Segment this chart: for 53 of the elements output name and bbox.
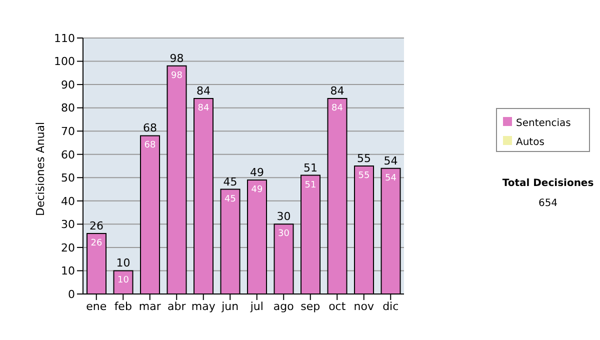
data-label: 55 [358,171,370,181]
total-label: 84 [196,84,211,98]
y-tick-label: 70 [61,124,75,138]
total-label: 98 [170,52,184,65]
y-tick-label: 110 [54,32,75,45]
total-label: 55 [357,152,372,165]
data-label: 68 [144,140,156,151]
y-tick-label: 100 [54,55,75,68]
total-label: 84 [330,84,344,98]
y-tick-label: 10 [61,264,75,278]
data-label: 49 [251,184,264,195]
total-label: 10 [116,256,130,270]
data-label: 84 [332,104,344,114]
y-tick-label: 30 [61,218,75,232]
data-label: 45 [224,194,236,204]
legend-label: Sentencias [516,118,571,129]
total-label: 54 [384,154,398,168]
y-tick-label: 80 [61,102,75,115]
y-axis-title: Decisiones Anual [34,122,47,216]
total-label: 68 [143,122,158,135]
x-tick-label: abr [168,300,186,313]
y-tick-label: 60 [61,148,75,162]
data-label: 54 [385,173,397,184]
y-tick-label: 90 [61,78,75,92]
x-tick-label: mar [138,300,162,313]
x-tick-label: ago [273,300,294,313]
data-label: 51 [304,180,316,190]
x-tick-label: may [191,300,216,313]
data-label: 98 [171,70,183,81]
y-tick-label: 50 [61,172,75,185]
y-tick-label: 40 [61,194,75,208]
x-tick-label: nov [354,300,374,313]
y-tick-label: 20 [61,241,75,254]
x-tick-label: oct [328,300,346,313]
data-label: 84 [198,104,210,114]
x-tick-label: dic [382,300,399,313]
total-label: 51 [304,161,318,174]
text: 654 [537,198,559,209]
data-label: 10 [118,276,130,286]
data-label: 26 [90,238,103,248]
legend-label: Autos [516,137,544,148]
y-tick-label: 0 [68,288,75,301]
data-label: 30 [278,229,290,240]
total-label: 26 [90,219,104,232]
x-tick-label: sep [300,300,320,313]
total-label: 49 [250,166,264,179]
text: Total Decisiones [501,178,595,189]
total-label: 30 [276,210,291,224]
x-tick-label: jun [220,300,239,313]
x-tick-label: jul [249,300,264,313]
x-tick-label: feb [114,300,132,313]
x-tick-label: ene [86,300,107,313]
total-label: 45 [223,175,238,188]
